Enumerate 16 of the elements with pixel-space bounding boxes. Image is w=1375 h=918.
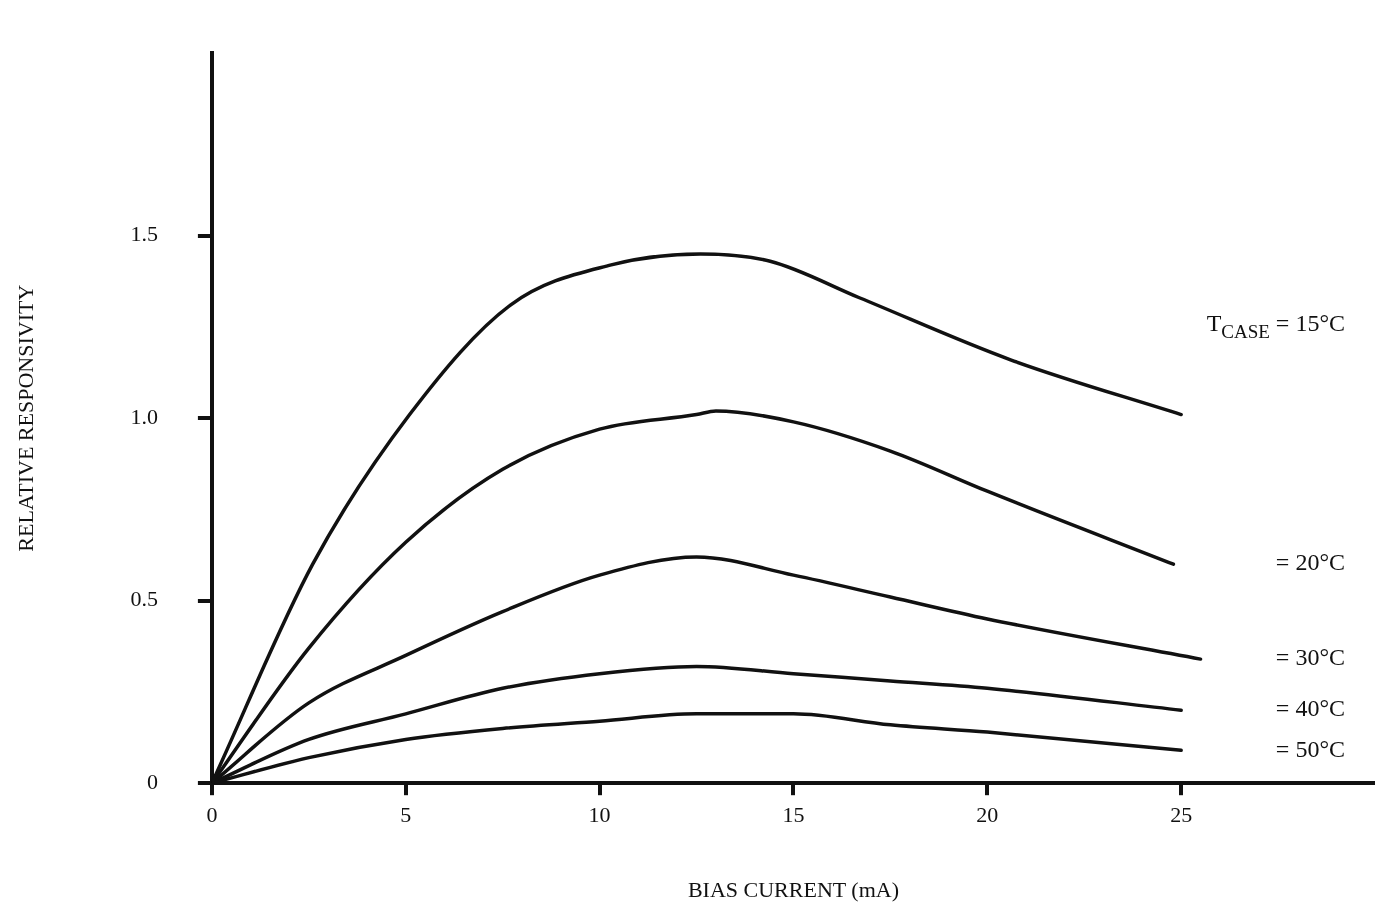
y-tick-label: 0.5 [130,586,158,612]
y-axis-title: RELATIVE RESPONSIVITY [12,284,38,552]
x-tick-label: 15 [782,802,805,828]
x-axis-title: BIAS CURRENT (mA) [687,876,899,902]
x-tick-label: 25 [1170,802,1193,828]
text: = 40°C [1275,695,1345,722]
x-tick-label: 0 [206,802,218,828]
y-tick-label: 1.0 [130,403,158,429]
text: = 20°C [1275,549,1345,576]
x-tick-label: 5 [400,802,412,828]
x-tick-label: 10 [588,802,611,828]
text: = 50°C [1275,735,1345,762]
y-tick-label: 1.5 [130,221,158,247]
x-tick-label: 20 [976,802,999,828]
y-tick-label: 0 [146,768,158,794]
text: = 30°C [1275,644,1345,671]
